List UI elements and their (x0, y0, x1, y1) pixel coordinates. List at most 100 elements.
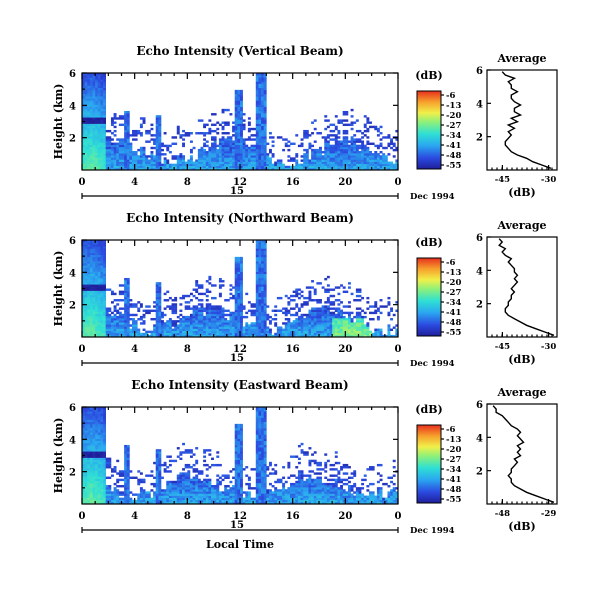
heatmap-cell (142, 153, 146, 156)
heatmap-cell (371, 311, 375, 315)
heatmap-cell (216, 151, 220, 154)
heatmap-cell (87, 248, 91, 251)
heatmap-cell (89, 407, 93, 410)
heatmap-cell (121, 151, 125, 154)
heatmap-cell (105, 466, 109, 469)
heatmap-cell (237, 140, 241, 143)
heatmap-cell (100, 256, 104, 260)
heatmap-cell (247, 138, 251, 141)
heatmap-cell (255, 96, 259, 99)
y-axis-label: Height (km) (52, 84, 65, 160)
heatmap-cell (179, 332, 183, 336)
heatmap-cell (363, 161, 367, 164)
heatmap-cell (237, 286, 241, 289)
heatmap-cell (313, 155, 317, 158)
heatmap-cell (258, 328, 262, 331)
heatmap-cell (100, 140, 104, 143)
heatmap-cell (261, 322, 264, 325)
heatmap-cell (82, 148, 85, 152)
heatmap-cell (216, 330, 220, 334)
heatmap-cell (258, 132, 262, 135)
heatmap-cell (134, 476, 138, 479)
heatmap-cell (208, 167, 212, 171)
heatmap-cell (203, 161, 207, 164)
heatmap-cell (84, 250, 88, 253)
heatmap-cell (84, 419, 88, 423)
heatmap-cell (155, 313, 159, 317)
heatmap-cell (376, 318, 380, 321)
heatmap-cell (118, 307, 122, 310)
heatmap-cell (82, 413, 85, 416)
heatmap-cell (258, 280, 262, 283)
heatmap-cell (108, 307, 112, 310)
heatmap-cell (95, 277, 99, 281)
heatmap-cell (113, 299, 117, 302)
heatmap-cell (103, 322, 106, 325)
heatmap-cell (374, 159, 378, 162)
heatmap-cell (371, 153, 375, 156)
heatmap-cell (216, 305, 220, 308)
heatmap-cell (355, 165, 359, 169)
heatmap-cell (197, 322, 201, 325)
heatmap-cell (89, 495, 93, 498)
heatmap-cell (287, 332, 291, 336)
heatmap-cell (261, 136, 264, 139)
heatmap-cell (363, 315, 367, 319)
heatmap-cell (92, 151, 96, 154)
heatmap-cell (255, 309, 259, 312)
heatmap-cell (337, 140, 341, 143)
heatmap-cell (161, 311, 164, 315)
heatmap-cell (84, 474, 88, 477)
heatmap-cell (300, 165, 304, 169)
heatmap-cell (332, 330, 336, 334)
heatmap-cell (171, 299, 175, 302)
heatmap-cell (87, 110, 91, 114)
heatmap-cell (100, 455, 104, 458)
heatmap-cell (113, 487, 117, 490)
heatmap-cell (342, 138, 346, 141)
heatmap-cell (182, 155, 185, 158)
heatmap-cell (213, 328, 217, 331)
colorbar-tick-label: -34 (446, 298, 461, 308)
heatmap-cell (129, 334, 133, 338)
heatmap-cell (124, 125, 128, 129)
heatmap-cell (100, 491, 104, 494)
heatmap-cell (282, 307, 286, 310)
heatmap-cell (276, 163, 280, 167)
heatmap-cell (240, 129, 243, 133)
heatmap-cell (200, 148, 204, 152)
heatmap-cell (129, 324, 133, 327)
heatmap-cell (345, 326, 349, 329)
heatmap-cell (242, 127, 246, 131)
heatmap-cell (89, 499, 93, 503)
heatmap-cell (92, 165, 96, 169)
heatmap-cell (89, 261, 93, 264)
heatmap-cell (95, 434, 99, 437)
heatmap-cell (234, 91, 238, 95)
heatmap-cell (134, 163, 138, 167)
heatmap-cell (242, 123, 246, 127)
heatmap-cell (247, 161, 251, 164)
heatmap-cell (276, 309, 280, 312)
heatmap-cell (342, 140, 346, 143)
heatmap-cell (347, 313, 351, 317)
heatmap-cell (82, 324, 85, 327)
heatmap-cell (242, 140, 246, 143)
heatmap-cell (316, 153, 320, 156)
heatmap-cell (390, 309, 394, 312)
heatmap-cell (221, 151, 225, 154)
heatmap-cell (110, 132, 114, 135)
heatmap-cell (237, 121, 241, 124)
heatmap-cell (255, 286, 259, 289)
heatmap-cell (87, 326, 91, 329)
heatmap-cell (92, 466, 96, 469)
heatmap-cell (103, 440, 106, 444)
heatmap-cell (337, 307, 341, 310)
heatmap-cell (337, 119, 341, 122)
heatmap-cell (261, 265, 264, 268)
heatmap-cell (379, 334, 383, 338)
heatmap-cell (305, 136, 309, 139)
heatmap-cell (113, 493, 117, 496)
heatmap-cell (392, 148, 396, 152)
heatmap-cell (234, 305, 238, 308)
